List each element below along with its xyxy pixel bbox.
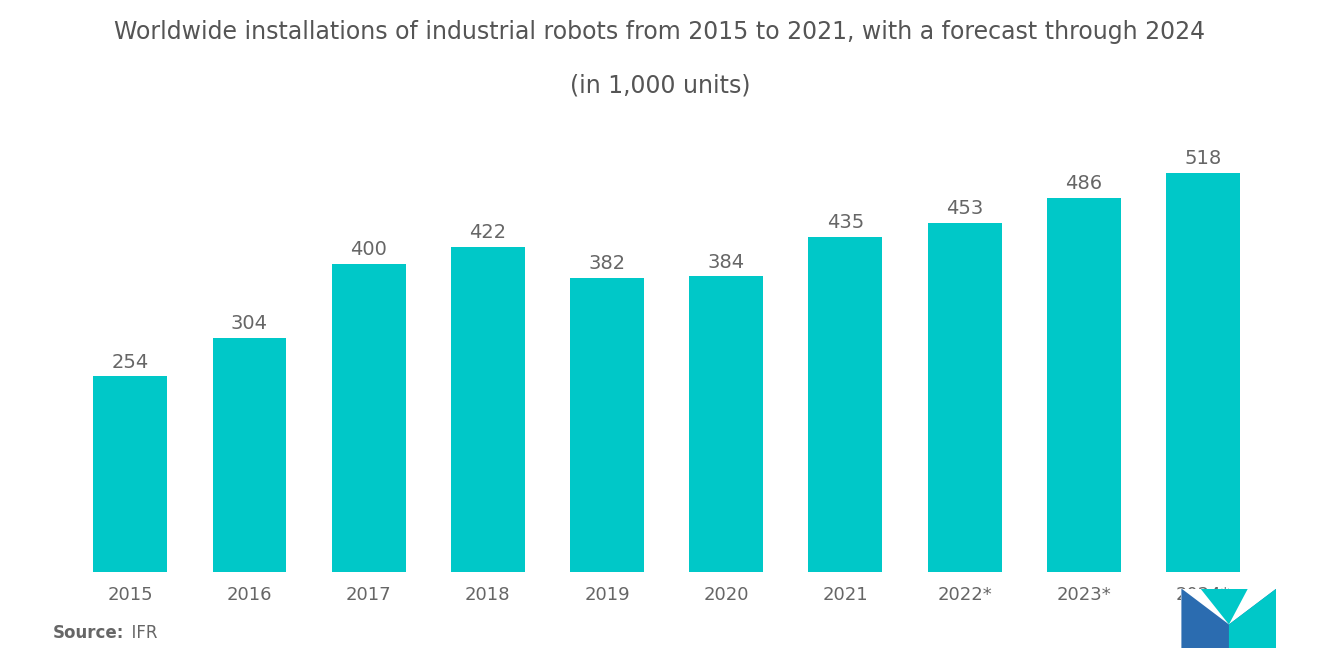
- Bar: [689, 276, 763, 572]
- Text: 400: 400: [350, 240, 387, 259]
- Text: Source:: Source:: [53, 624, 124, 642]
- Text: 254: 254: [112, 352, 149, 372]
- Bar: [928, 223, 1002, 572]
- Text: 435: 435: [826, 213, 865, 232]
- Text: 304: 304: [231, 314, 268, 333]
- Bar: [1166, 173, 1239, 572]
- Bar: [213, 338, 286, 572]
- Polygon shape: [1181, 589, 1276, 648]
- Text: 453: 453: [946, 200, 983, 219]
- Text: 384: 384: [708, 253, 744, 271]
- Bar: [451, 247, 525, 572]
- Text: (in 1,000 units): (in 1,000 units): [570, 73, 750, 97]
- Bar: [1047, 198, 1121, 572]
- Polygon shape: [1200, 589, 1247, 624]
- Bar: [94, 376, 168, 572]
- Polygon shape: [1229, 589, 1276, 648]
- Text: Worldwide installations of industrial robots from 2015 to 2021, with a forecast : Worldwide installations of industrial ro…: [115, 20, 1205, 44]
- Text: 518: 518: [1184, 150, 1221, 168]
- Text: 486: 486: [1065, 174, 1102, 193]
- Bar: [331, 264, 405, 572]
- Text: 422: 422: [470, 223, 507, 242]
- Bar: [570, 278, 644, 572]
- Bar: [808, 237, 882, 572]
- Text: 382: 382: [589, 254, 626, 273]
- Text: IFR: IFR: [121, 624, 158, 642]
